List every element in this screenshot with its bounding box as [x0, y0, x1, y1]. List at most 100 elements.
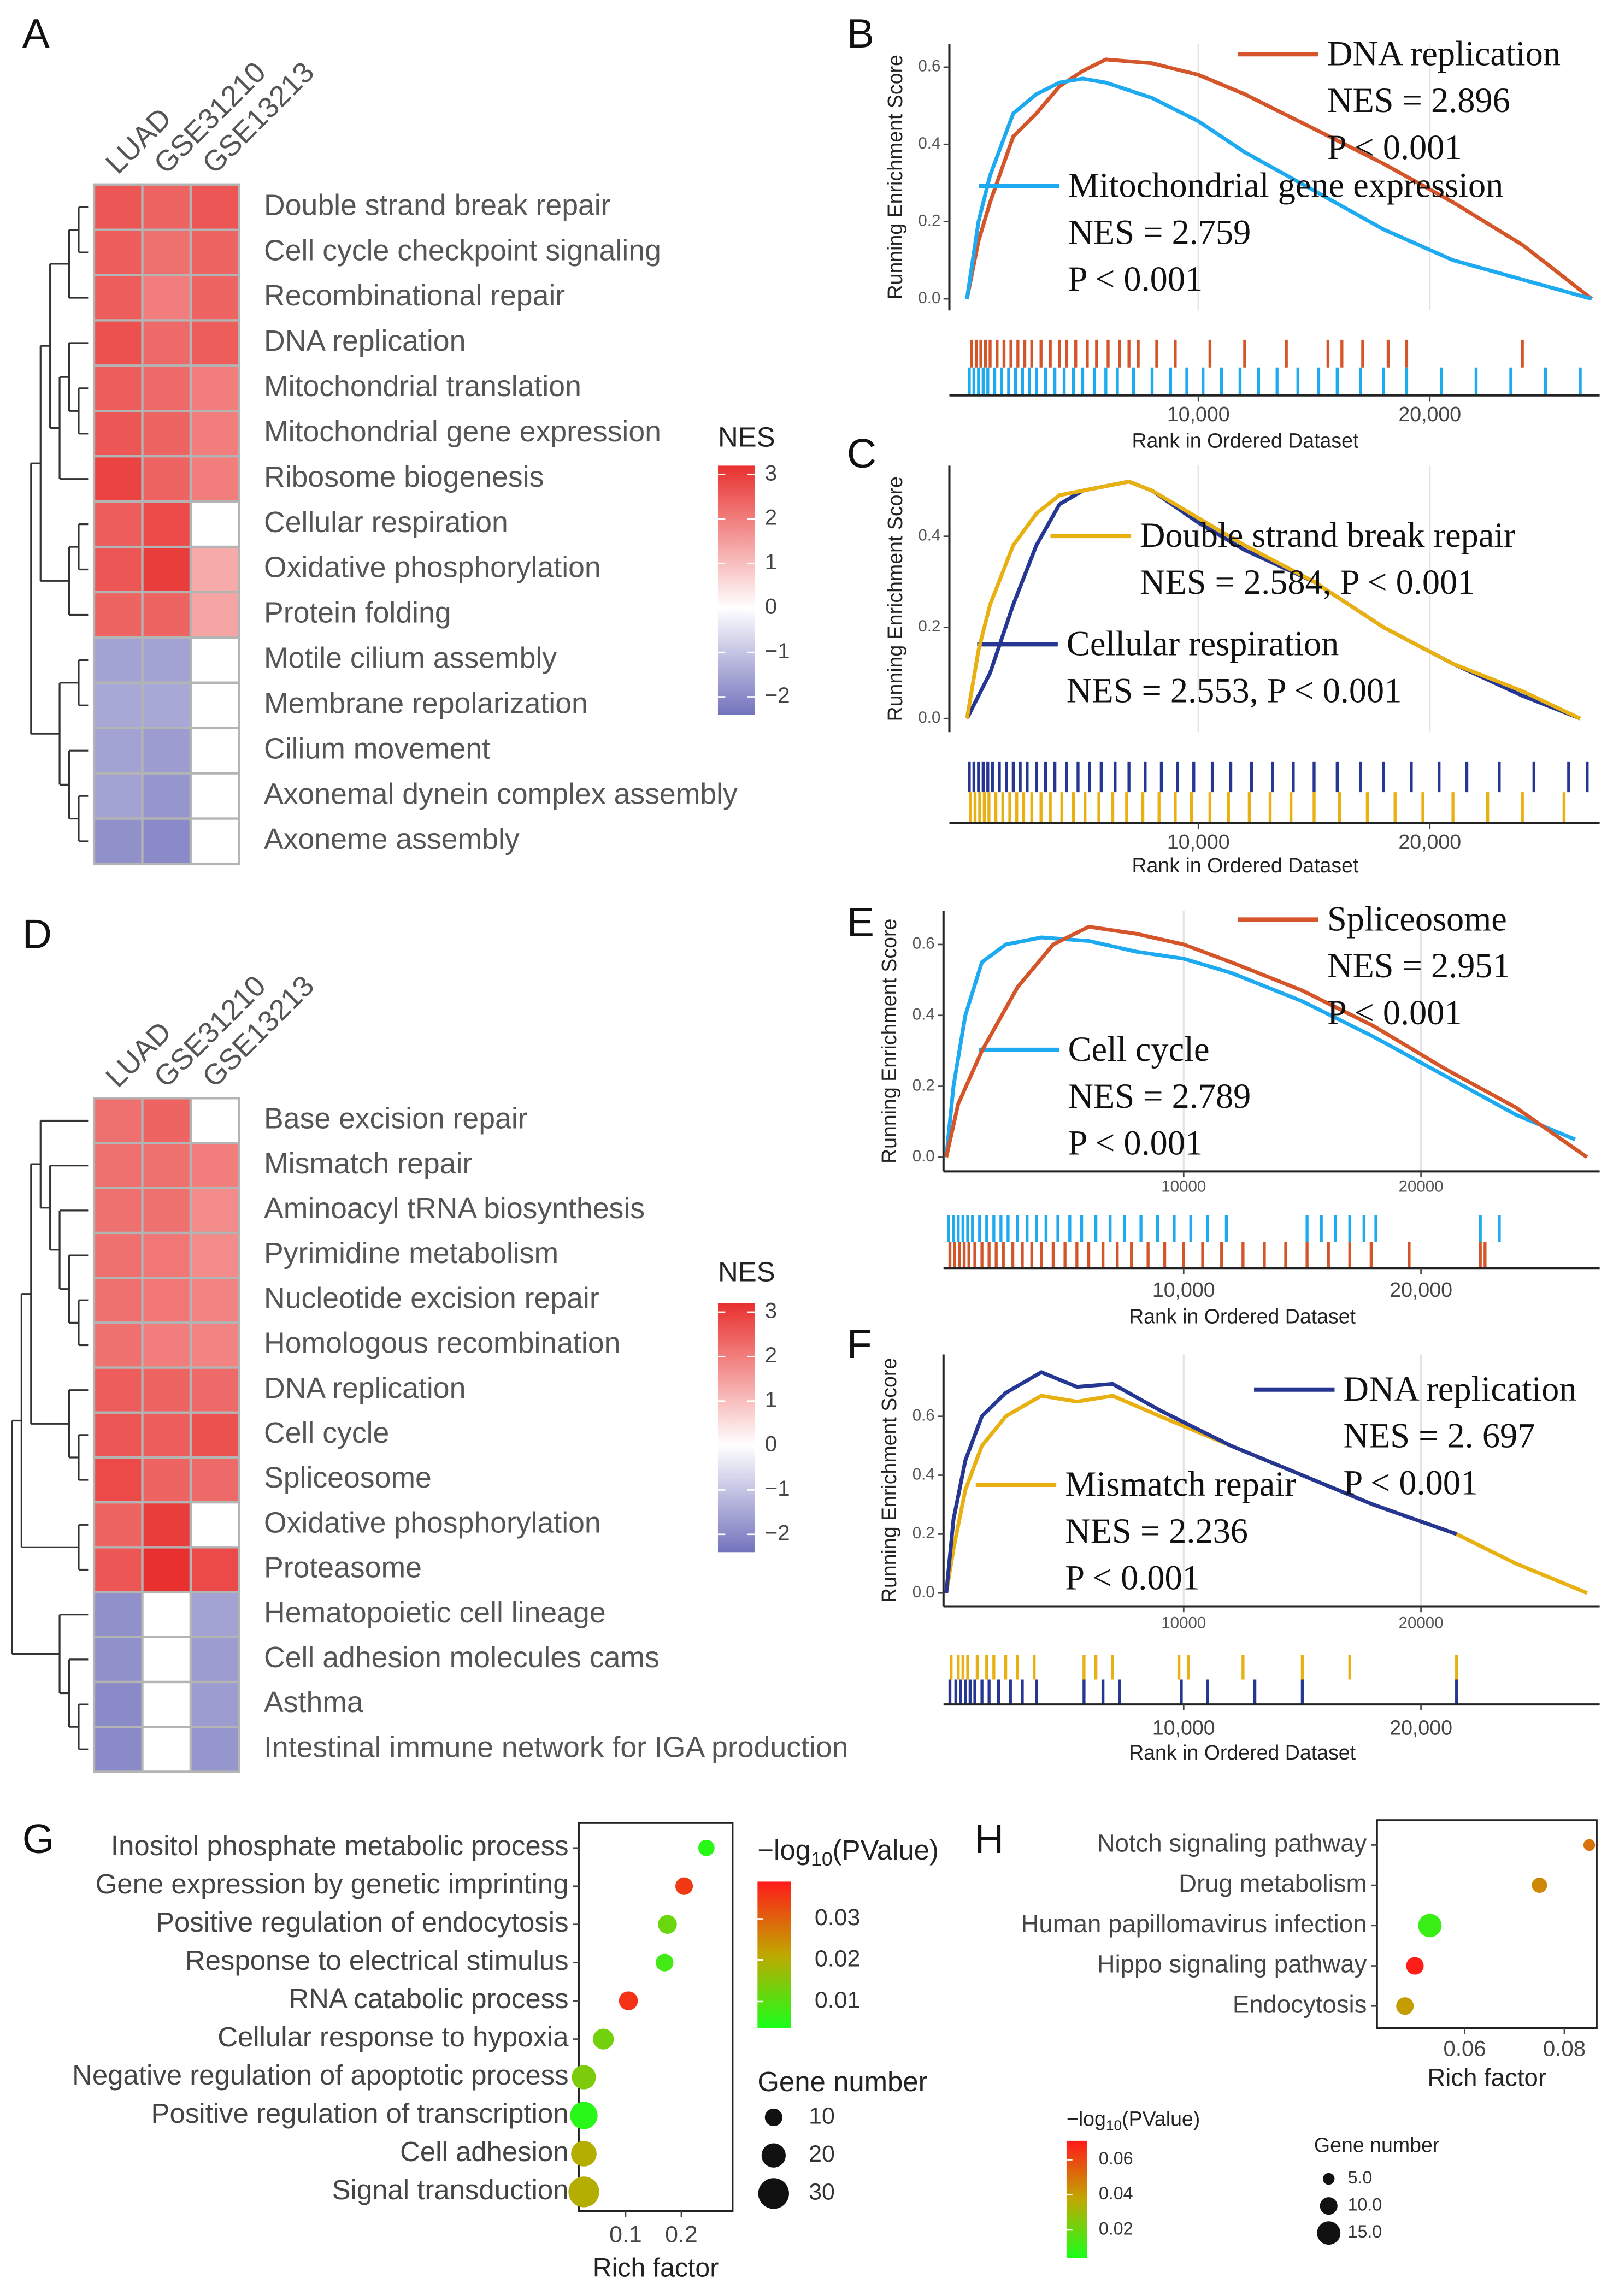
y-axis-label: Running Enrichment Score — [884, 55, 906, 299]
y-tick-label: 0.0 — [912, 1583, 935, 1601]
legend-label: DNA replication — [1344, 1370, 1577, 1408]
row-label: Oxidative phosphorylation — [264, 1506, 601, 1539]
heat-cell — [92, 1591, 144, 1638]
category-label: Inositol phosphate metabolic process — [111, 1830, 569, 1861]
size-key — [764, 2108, 782, 2127]
x-tick-label: 10,000 — [1152, 1716, 1215, 1739]
row-label: Homologous recombination — [264, 1327, 620, 1360]
annotation: NES = 2.553, P < 0.001 — [1067, 671, 1402, 710]
color-tick-label: −1 — [765, 1476, 790, 1501]
legend-label: Double strand break repair — [1140, 516, 1516, 554]
heat-cell — [141, 183, 192, 231]
size-key-label: 15.0 — [1348, 2222, 1382, 2241]
dot — [698, 1839, 715, 1856]
row-label: Cilium movement — [264, 732, 490, 765]
heat-cell — [189, 1591, 240, 1638]
x-tick-label: 10,000 — [1167, 403, 1230, 426]
heat-cell — [141, 274, 192, 322]
annotation: P < 0.001 — [1327, 993, 1462, 1032]
category-label: Human papillomavirus infection — [1021, 1910, 1367, 1938]
heat-cell — [92, 681, 144, 729]
heat-cell — [92, 1366, 144, 1414]
y-axis-label: Running Enrichment Score — [878, 919, 900, 1164]
row-label: Spliceosome — [264, 1461, 432, 1494]
heat-cell — [141, 1097, 192, 1144]
heat-cell — [189, 636, 240, 684]
row-label: Proteasome — [264, 1551, 422, 1584]
row-label: Motile cilium assembly — [264, 642, 557, 675]
heat-cell — [92, 1501, 144, 1549]
enrichment-curve — [944, 1370, 1457, 1593]
category-label: Signal transduction — [332, 2174, 569, 2205]
annotation: NES = 2. 697 — [1344, 1416, 1535, 1455]
heat-cell — [141, 1187, 192, 1235]
y-tick-label: 0.0 — [918, 709, 940, 727]
heat-cell — [189, 1501, 240, 1549]
color-tick-label: 0 — [765, 1432, 777, 1456]
size-key-label: 30 — [809, 2179, 835, 2205]
title-part: 10 — [811, 1849, 833, 1870]
enrichment-curve — [965, 76, 1593, 301]
heat-cell — [141, 455, 192, 503]
category-label: Negative regulation of apoptotic process — [72, 2059, 568, 2091]
dot — [1406, 1957, 1424, 1975]
heat-cell — [189, 817, 240, 865]
x-tick-label: 0.1 — [609, 2221, 642, 2247]
heat-cell — [189, 1277, 240, 1324]
heat-cell — [92, 1726, 144, 1773]
row-label: Mitochondrial gene expression — [264, 415, 661, 448]
y-tick-label: 0.6 — [918, 57, 940, 75]
color-tick-label: 0.02 — [815, 1946, 860, 1972]
heat-cell — [141, 1277, 192, 1324]
x-tick-label: 20000 — [1399, 1614, 1444, 1632]
row-label: Recombinational repair — [264, 279, 565, 312]
size-key — [761, 2143, 786, 2168]
heat-cell — [92, 228, 144, 276]
panel-letter: G — [22, 1816, 54, 1862]
x-tick-label: 0.06 — [1444, 2036, 1486, 2061]
legend-label: Cell cycle — [1068, 1030, 1210, 1069]
heat-cell — [92, 545, 144, 594]
annotation: P < 0.001 — [1068, 1124, 1203, 1162]
annotation: P < 0.001 — [1065, 1559, 1200, 1597]
dot — [568, 2176, 599, 2208]
row-label: Cell cycle checkpoint signaling — [264, 234, 661, 267]
heat-cell — [141, 1411, 192, 1459]
color-tick-label: 1 — [765, 1387, 777, 1412]
panel-letter: B — [847, 10, 874, 56]
heat-cell — [141, 1636, 192, 1684]
annotation: NES = 2.584, P < 0.001 — [1140, 563, 1475, 601]
size-key-label: 20 — [809, 2141, 835, 2167]
panel-letter: F — [847, 1321, 872, 1367]
heat-cell — [141, 817, 192, 865]
category-label: Response to electrical stimulus — [185, 1945, 569, 1976]
heat-cell — [92, 1187, 144, 1235]
x-tick-label: 0.2 — [665, 2221, 698, 2247]
row-label: Asthma — [264, 1686, 363, 1719]
annotation: NES = 2.951 — [1327, 946, 1510, 985]
x-axis-label: Rich factor — [1427, 2063, 1546, 2091]
row-label: Protein folding — [264, 597, 451, 629]
legend-label: Mitochondrial gene expression — [1068, 166, 1504, 205]
row-label: Aminoacyl tRNA biosynthesis — [264, 1192, 645, 1225]
heat-cell — [189, 1456, 240, 1504]
color-tick-label: 0.02 — [1099, 2218, 1133, 2238]
annotation: NES = 2.759 — [1068, 213, 1251, 251]
heat-cell — [141, 772, 192, 820]
heat-cell — [92, 455, 144, 503]
row-label: Cell adhesion molecules cams — [264, 1641, 660, 1674]
heat-cell — [141, 591, 192, 639]
category-label: Notch signaling pathway — [1097, 1829, 1367, 1857]
heat-cell — [92, 1142, 144, 1189]
size-key — [1317, 2221, 1341, 2245]
color-tick-label: 0.01 — [815, 1987, 860, 2013]
heat-cell — [189, 1321, 240, 1369]
y-tick-label: 0.2 — [912, 1524, 935, 1542]
category-label: Positive regulation of endocytosis — [156, 1907, 569, 1938]
heat-cell — [189, 1187, 240, 1235]
heat-cell — [141, 1231, 192, 1279]
color-tick-label: 2 — [765, 1343, 777, 1367]
dot — [1396, 1997, 1414, 2015]
annotation: NES = 2.236 — [1065, 1512, 1248, 1550]
